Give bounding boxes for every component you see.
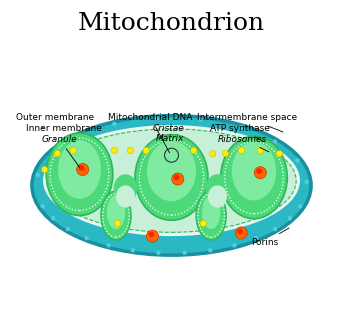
Ellipse shape [114, 174, 138, 203]
Ellipse shape [208, 185, 227, 208]
Circle shape [148, 232, 154, 237]
Ellipse shape [43, 125, 300, 236]
Circle shape [222, 150, 228, 157]
Circle shape [295, 158, 300, 163]
Circle shape [210, 150, 216, 157]
Circle shape [190, 147, 197, 154]
Ellipse shape [47, 129, 296, 232]
Ellipse shape [46, 133, 113, 215]
Ellipse shape [147, 141, 196, 201]
Ellipse shape [232, 142, 276, 200]
Circle shape [54, 150, 60, 157]
Ellipse shape [32, 116, 311, 255]
Text: Mitochondrion: Mitochondrion [78, 12, 265, 36]
Circle shape [70, 147, 76, 154]
Circle shape [288, 216, 292, 220]
Text: Outer membrane: Outer membrane [16, 113, 94, 128]
Circle shape [76, 134, 80, 139]
Circle shape [143, 147, 149, 154]
Circle shape [174, 175, 179, 180]
Circle shape [256, 168, 262, 174]
Circle shape [76, 164, 89, 176]
Ellipse shape [196, 191, 226, 240]
Circle shape [254, 236, 259, 240]
Circle shape [146, 230, 158, 242]
Circle shape [79, 165, 84, 171]
Circle shape [115, 220, 121, 227]
Circle shape [273, 140, 277, 144]
Circle shape [66, 227, 70, 231]
Circle shape [298, 204, 303, 209]
Ellipse shape [58, 140, 101, 199]
Circle shape [40, 204, 45, 209]
Circle shape [49, 152, 54, 156]
Circle shape [276, 150, 283, 157]
Circle shape [182, 251, 187, 255]
Text: Cristae: Cristae [153, 124, 184, 133]
Text: Mitochondrial DNA: Mitochondrial DNA [108, 113, 192, 153]
Circle shape [239, 125, 244, 130]
Circle shape [131, 248, 135, 252]
Ellipse shape [107, 196, 125, 229]
Circle shape [237, 228, 243, 234]
Circle shape [257, 147, 263, 154]
Circle shape [127, 147, 133, 154]
Text: Ribosomes: Ribosomes [217, 135, 269, 152]
Ellipse shape [221, 136, 287, 219]
Circle shape [238, 147, 245, 154]
Ellipse shape [116, 185, 135, 208]
Circle shape [172, 173, 184, 185]
Text: Porins: Porins [251, 228, 289, 247]
Circle shape [235, 227, 247, 239]
Circle shape [111, 147, 118, 154]
Text: Granule: Granule [42, 135, 80, 167]
Text: Inner membrane: Inner membrane [26, 124, 102, 139]
Text: ATP synthase: ATP synthase [210, 124, 270, 142]
Text: Intermembrane space: Intermembrane space [197, 113, 297, 132]
Circle shape [84, 236, 89, 240]
Text: Matrix: Matrix [156, 134, 184, 143]
Circle shape [156, 251, 161, 255]
Circle shape [154, 116, 159, 120]
Circle shape [112, 122, 117, 126]
Circle shape [200, 220, 206, 227]
Circle shape [305, 180, 309, 184]
Circle shape [208, 248, 212, 252]
Ellipse shape [101, 191, 131, 240]
Circle shape [273, 227, 277, 231]
Circle shape [254, 167, 267, 179]
Circle shape [198, 117, 203, 122]
Ellipse shape [205, 174, 229, 203]
Circle shape [232, 243, 237, 248]
Ellipse shape [202, 196, 220, 229]
Ellipse shape [135, 135, 208, 220]
Circle shape [51, 216, 55, 220]
Circle shape [36, 172, 40, 177]
Circle shape [42, 166, 48, 173]
Circle shape [106, 243, 111, 248]
